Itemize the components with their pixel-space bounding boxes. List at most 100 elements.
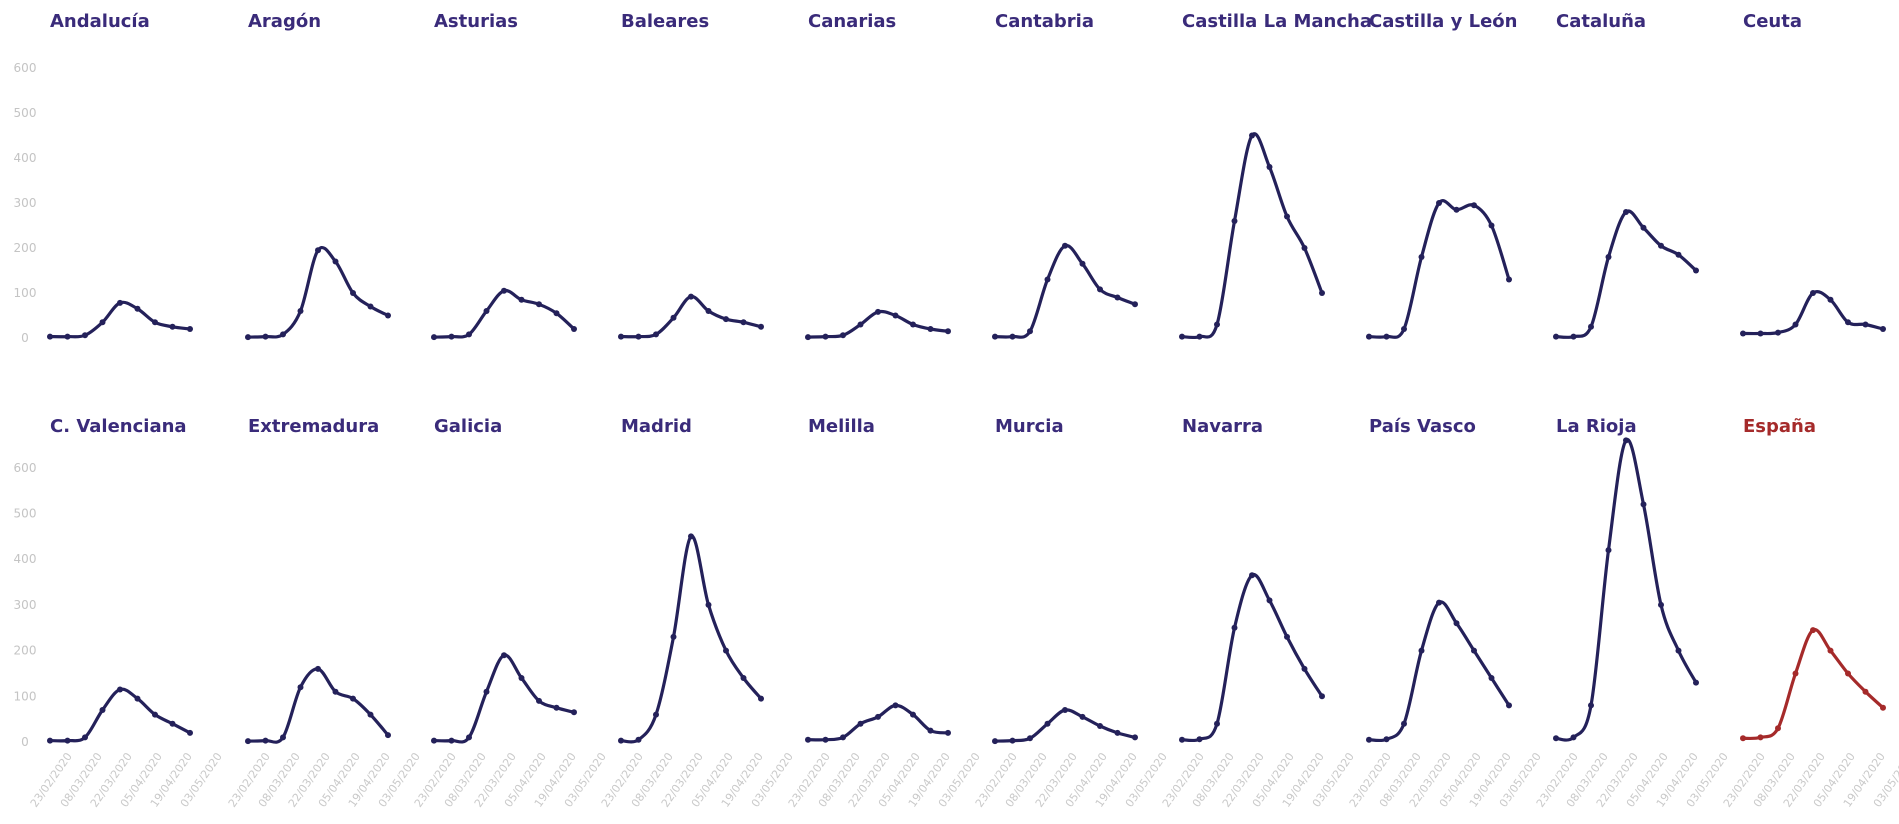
data-point — [1453, 620, 1460, 627]
data-point — [1605, 547, 1612, 554]
data-point — [47, 333, 53, 340]
y-tick-label: 200 — [14, 241, 37, 255]
data-point — [1062, 242, 1068, 249]
data-point — [315, 247, 321, 254]
data-point — [501, 652, 507, 659]
data-point — [571, 326, 577, 332]
data-point — [1553, 735, 1559, 742]
data-point — [1506, 702, 1512, 709]
data-point — [740, 675, 747, 681]
series-line — [1554, 209, 1698, 339]
data-point — [1214, 720, 1220, 727]
data-point — [1401, 326, 1407, 332]
data-point — [670, 633, 677, 640]
panel-title: Aragón — [248, 11, 321, 32]
data-point — [1418, 254, 1425, 260]
data-point — [1231, 218, 1238, 224]
data-point — [840, 734, 846, 741]
data-point — [82, 734, 88, 741]
data-point — [350, 695, 356, 702]
data-point — [840, 332, 846, 339]
data-point — [1827, 647, 1834, 654]
data-point — [1301, 245, 1308, 251]
panel-7: Castilla La Mancha — [1179, 11, 1372, 340]
y-tick-label: 600 — [14, 61, 37, 75]
data-point — [350, 290, 356, 296]
data-point — [1009, 333, 1016, 340]
panel-13: Galicia23/02/202008/03/202022/03/202005/… — [412, 416, 609, 810]
data-point — [448, 737, 455, 744]
data-point — [1675, 647, 1682, 654]
data-point — [1623, 209, 1629, 215]
data-point — [1401, 720, 1407, 727]
data-point — [297, 684, 304, 691]
data-point — [1027, 328, 1033, 335]
data-point — [1097, 286, 1103, 293]
data-point — [280, 734, 286, 741]
data-point — [1862, 688, 1869, 695]
data-point — [1114, 729, 1121, 736]
data-point — [297, 308, 304, 314]
panel-title: La Rioja — [1556, 416, 1637, 437]
data-point — [466, 331, 472, 338]
data-point — [169, 323, 176, 330]
data-point — [1506, 276, 1512, 283]
panel-3: Asturias — [431, 11, 577, 341]
data-point — [1044, 720, 1051, 727]
data-point — [448, 333, 455, 340]
data-point — [152, 711, 158, 718]
series-line — [432, 288, 576, 339]
data-point — [892, 312, 899, 319]
y-tick-label: 100 — [14, 286, 37, 300]
panel-15: Melilla23/02/202008/03/202022/03/202005/… — [786, 416, 983, 810]
data-point — [64, 737, 71, 744]
data-point — [992, 333, 998, 340]
panel-title: Murcia — [995, 416, 1064, 437]
data-point — [1810, 290, 1816, 296]
panel-title: Andalucía — [50, 11, 150, 32]
panel-title: Baleares — [621, 11, 709, 32]
data-point — [1488, 675, 1495, 681]
data-point — [431, 334, 437, 341]
data-point — [705, 308, 712, 314]
panel-17: Navarra23/02/202008/03/202022/03/202005/… — [1160, 416, 1357, 810]
series-line — [1367, 600, 1511, 743]
y-axis-row-2: 0 100 200 300 400 500 600 — [14, 461, 37, 749]
data-point — [857, 720, 864, 727]
data-point — [1079, 713, 1086, 720]
data-point — [1079, 260, 1086, 267]
data-point — [1009, 737, 1016, 744]
panel-4: Baleares — [618, 11, 764, 340]
panel-19: La Rioja23/02/202008/03/202022/03/202005… — [1534, 416, 1731, 810]
data-point — [1845, 670, 1851, 677]
y-tick-label: 400 — [14, 552, 37, 566]
data-point — [117, 299, 123, 306]
y-tick-label: 100 — [14, 689, 37, 703]
data-point — [822, 333, 829, 340]
data-point — [688, 293, 694, 300]
panel-title: Cantabria — [995, 11, 1094, 32]
y-tick-label: 500 — [14, 507, 37, 521]
data-point — [134, 695, 141, 702]
data-point — [927, 326, 934, 332]
series-line — [246, 667, 390, 744]
data-point — [1319, 693, 1325, 700]
y-tick-label: 200 — [14, 644, 37, 658]
data-point — [1693, 679, 1699, 686]
data-point — [553, 310, 560, 317]
data-point — [1027, 735, 1033, 742]
data-point — [99, 319, 106, 326]
data-point — [262, 333, 269, 340]
data-point — [152, 319, 158, 326]
data-point — [927, 727, 934, 734]
data-point — [723, 316, 729, 323]
panel-title: Galicia — [434, 416, 502, 437]
panel-5: Canarias — [805, 11, 951, 341]
y-tick-label: 300 — [14, 196, 37, 210]
data-point — [1132, 734, 1138, 741]
panel-1: Andalucía — [47, 11, 193, 340]
data-point — [1249, 132, 1255, 139]
data-point — [805, 736, 811, 743]
data-point — [705, 601, 712, 608]
panel-title: España — [1743, 416, 1816, 437]
